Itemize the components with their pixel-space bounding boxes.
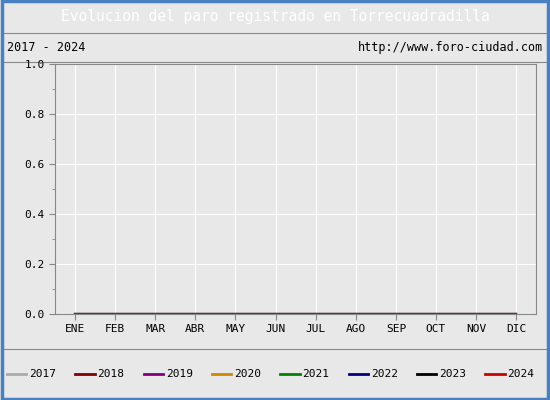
Text: 2017 - 2024: 2017 - 2024 xyxy=(7,41,85,54)
Text: 2024: 2024 xyxy=(507,369,535,379)
Text: 2022: 2022 xyxy=(371,369,398,379)
Text: http://www.foro-ciudad.com: http://www.foro-ciudad.com xyxy=(358,41,543,54)
Text: 2021: 2021 xyxy=(302,369,329,379)
Text: Evolucion del paro registrado en Torrecuadradilla: Evolucion del paro registrado en Torrecu… xyxy=(60,10,490,24)
Text: 2017: 2017 xyxy=(29,369,56,379)
Text: 2019: 2019 xyxy=(166,369,192,379)
Text: 2018: 2018 xyxy=(97,369,124,379)
Text: 2023: 2023 xyxy=(439,369,466,379)
Text: 2020: 2020 xyxy=(234,369,261,379)
